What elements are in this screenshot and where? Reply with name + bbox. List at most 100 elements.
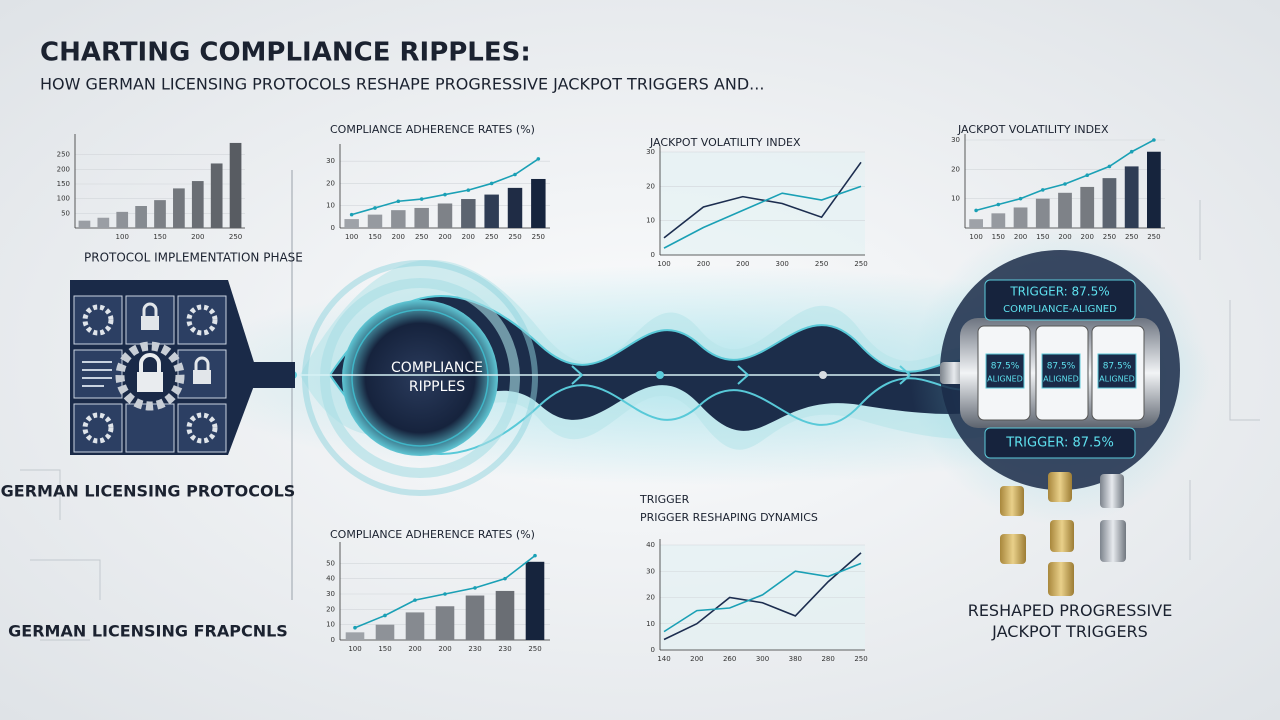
y-tick-label: 50 [326, 559, 335, 567]
bar [191, 181, 204, 228]
line-point [974, 208, 978, 213]
bar [1080, 186, 1095, 228]
line-series [663, 185, 862, 249]
x-tick-label: 200 [438, 645, 451, 653]
chart-title: JACKPOT VOLATILITY INDEX [649, 136, 801, 149]
y-tick-label: 20 [646, 182, 655, 190]
bar [344, 219, 359, 228]
x-tick-label: 250 [415, 233, 428, 241]
left-label: GERMAN LICENSING PROTOCOLS [1, 482, 296, 501]
bar [1035, 198, 1050, 228]
y-tick-label: 200 [57, 165, 70, 173]
y-tick-label: 30 [646, 567, 655, 575]
bar [1124, 166, 1139, 228]
bar [391, 210, 406, 228]
x-tick-label: 250 [815, 260, 828, 268]
x-tick-label: 230 [468, 645, 481, 653]
y-tick-label: 150 [57, 180, 70, 188]
coin-stacks [1000, 472, 1126, 596]
x-tick-label: 300 [776, 260, 789, 268]
bar [405, 612, 425, 640]
bar [78, 220, 91, 228]
x-tick-label: 280 [821, 655, 834, 663]
reel-value: 87.5% [1047, 362, 1076, 372]
y-tick-label: 50 [61, 209, 70, 217]
bar [375, 624, 395, 640]
x-tick-label: 230 [498, 645, 511, 653]
bar [1102, 178, 1117, 228]
x-tick-label: 200 [1058, 233, 1071, 241]
bar [1013, 207, 1028, 228]
y-tick-label: 0 [331, 224, 335, 232]
line-point [443, 592, 447, 596]
bar [969, 219, 983, 228]
x-tick-label: 100 [969, 233, 982, 241]
right-label-box: RESHAPED PROGRESSIVE JACKPOT TRIGGERS [968, 601, 1173, 641]
protocol-panel [20, 170, 1260, 641]
line-point [533, 553, 537, 558]
bar [367, 214, 383, 228]
title: CHARTING COMPLIANCE RIPPLES: [40, 38, 531, 68]
slot-top-1: TRIGGER: 87.5% [1009, 285, 1109, 299]
y-tick-label: 0 [651, 646, 655, 654]
y-tick-label: 10 [326, 202, 335, 210]
x-tick-label: 150 [1036, 233, 1049, 241]
bar [135, 206, 147, 228]
bar [1058, 192, 1072, 228]
x-tick-label: 150 [378, 645, 391, 653]
x-tick-label: 200 [408, 645, 421, 653]
y-tick-label: 10 [646, 217, 655, 225]
x-tick-label: 250 [1103, 233, 1116, 241]
x-tick-label: 250 [1125, 233, 1138, 241]
plot-shade [660, 152, 865, 255]
x-tick-label: 200 [1014, 233, 1027, 241]
bar [116, 211, 129, 228]
reel-label: ALIGNED [1043, 375, 1079, 384]
x-tick-label: 250 [485, 233, 498, 241]
center-label-1: COMPLIANCE RIPPLES [391, 360, 483, 395]
line-point [1018, 196, 1023, 201]
x-tick-label: 200 [392, 233, 405, 241]
x-tick-label: 100 [345, 233, 358, 241]
x-tick-label: 200 [462, 233, 475, 241]
x-tick-label: 200 [1081, 233, 1094, 241]
line-point [489, 181, 494, 186]
bar [1147, 151, 1161, 228]
chart-title: JACKPOT VOLATILITY INDEX [957, 123, 1109, 136]
line-point [466, 188, 471, 192]
chart-title: COMPLIANCE ADHERENCE RATES (%) [330, 528, 535, 541]
line-point [419, 197, 424, 201]
line-point [443, 192, 447, 197]
x-tick-label: 250 [528, 645, 541, 653]
subtitle: HOW GERMAN LICENSING PROTOCOLS RESHAPE P… [40, 75, 764, 94]
slot-top-2: COMPLIANCE-ALIGNED [1003, 304, 1117, 315]
x-tick-label: 260 [723, 655, 736, 663]
line-point [513, 172, 517, 177]
slot-bottom: TRIGGER: 87.5% [1005, 436, 1114, 451]
bar [437, 203, 453, 228]
y-tick-label: 10 [951, 195, 960, 203]
line-point [383, 613, 387, 618]
left-label-2: GERMAN LICENSING FRAPCNLS [8, 622, 288, 641]
x-tick-label: 250 [1147, 233, 1160, 241]
bar [345, 632, 365, 640]
line-point [349, 212, 354, 217]
y-tick-label: 10 [326, 621, 335, 629]
bar [461, 199, 476, 228]
line-point [396, 199, 401, 204]
x-tick-label: 200 [690, 655, 703, 663]
x-tick-label: 150 [153, 233, 166, 241]
bar [229, 142, 242, 228]
line-series [663, 161, 862, 239]
y-tick-label: 30 [951, 136, 960, 144]
y-tick-label: 0 [651, 251, 655, 259]
line-point [1129, 149, 1134, 154]
x-tick-label: 100 [116, 233, 129, 241]
bar [414, 207, 429, 228]
x-tick-label: 150 [992, 233, 1005, 241]
x-tick-label: 250 [532, 233, 545, 241]
line-point [1063, 182, 1067, 186]
line-point [1152, 138, 1156, 142]
phase-label: PROTOCOL IMPLEMENTATION PHASE [84, 251, 303, 265]
